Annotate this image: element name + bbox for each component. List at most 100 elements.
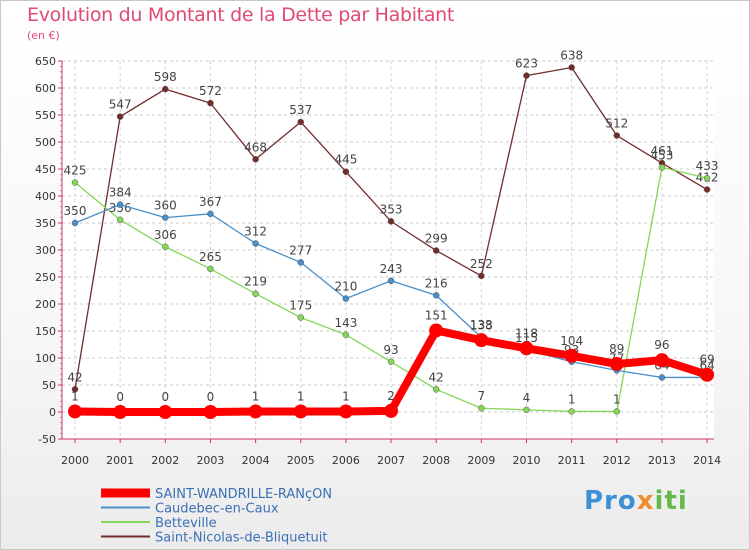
- data-label: 265: [199, 250, 222, 264]
- data-label: 299: [425, 232, 448, 246]
- data-point: [564, 348, 579, 363]
- data-point: [342, 295, 350, 302]
- data-point: [387, 277, 395, 285]
- y-tick-label: 150: [35, 325, 56, 338]
- x-tick-label: 2013: [648, 454, 676, 467]
- data-point: [342, 168, 350, 175]
- y-tick-label: 400: [35, 190, 56, 203]
- y-tick-label: 650: [35, 55, 56, 68]
- data-point: [700, 367, 715, 382]
- data-point: [116, 201, 124, 208]
- x-tick-label: 2014: [693, 454, 721, 467]
- data-label: 512: [605, 117, 628, 131]
- data-point: [432, 386, 440, 393]
- data-label: 360: [154, 199, 177, 213]
- data-point: [71, 219, 79, 227]
- chart-subtitle: (en €): [27, 29, 60, 42]
- chart-title: Evolution du Montant de la Dette par Hab…: [27, 4, 455, 26]
- data-point: [207, 99, 214, 107]
- data-label: 453: [650, 148, 673, 162]
- data-label: 89: [609, 342, 624, 356]
- data-label: 433: [696, 159, 719, 173]
- y-tick-label: 450: [35, 163, 56, 176]
- x-tick-label: 2007: [377, 454, 405, 467]
- data-point: [478, 272, 485, 280]
- data-label: 425: [64, 164, 87, 178]
- x-tick-label: 2006: [332, 454, 360, 467]
- data-label: 219: [244, 275, 267, 289]
- data-label: 306: [154, 228, 177, 242]
- data-label: 2: [387, 389, 395, 403]
- data-label: 312: [244, 225, 267, 239]
- data-point: [387, 218, 395, 225]
- data-label: 104: [560, 334, 583, 348]
- data-label: 350: [64, 204, 87, 218]
- data-label: 252: [470, 257, 493, 271]
- data-label: 138: [470, 318, 493, 332]
- data-label: 1: [342, 389, 350, 403]
- data-label: 0: [161, 390, 169, 404]
- data-label: 461: [650, 144, 673, 158]
- data-label: 210: [334, 280, 357, 294]
- data-point: [252, 156, 259, 163]
- x-tick-label: 2011: [558, 454, 586, 467]
- data-point: [116, 113, 124, 120]
- data-point: [432, 292, 440, 299]
- y-tick-label: 250: [35, 271, 56, 284]
- data-label: 42: [67, 370, 82, 384]
- x-tick-label: 2009: [467, 454, 495, 467]
- y-tick-label: 500: [35, 136, 56, 149]
- data-point: [613, 408, 621, 415]
- data-label: 367: [199, 195, 222, 209]
- data-point: [342, 331, 350, 339]
- data-label: 547: [109, 98, 132, 112]
- data-point: [71, 386, 79, 393]
- x-tick-label: 2012: [603, 454, 631, 467]
- data-label: 143: [334, 316, 357, 330]
- data-point: [432, 247, 440, 254]
- data-point: [116, 216, 124, 224]
- x-tick-label: 2000: [61, 454, 89, 467]
- data-point: [207, 210, 214, 218]
- data-point: [68, 404, 82, 419]
- y-tick-label: 200: [35, 298, 56, 311]
- data-label: 537: [289, 103, 312, 117]
- data-point: [297, 118, 304, 126]
- data-point: [654, 353, 669, 368]
- data-label: 4: [523, 391, 531, 405]
- data-label: 216: [425, 276, 448, 290]
- data-point: [387, 358, 395, 366]
- x-tick-label: 2001: [106, 454, 134, 467]
- data-label: 96: [654, 338, 669, 352]
- data-point: [658, 374, 666, 381]
- data-label: 7: [478, 389, 486, 403]
- data-label: 1: [568, 392, 576, 406]
- data-label: 638: [560, 48, 583, 62]
- data-label: 1: [613, 392, 621, 406]
- data-point: [162, 243, 169, 251]
- data-point: [297, 314, 304, 321]
- data-point: [478, 404, 485, 412]
- y-tick-label: 600: [35, 82, 56, 95]
- y-tick-label: 100: [35, 352, 56, 365]
- legend-label: Caudebec-en-Caux: [155, 502, 279, 517]
- data-label: 445: [334, 153, 357, 167]
- y-tick-label: 0: [49, 406, 56, 419]
- data-label: 243: [380, 262, 403, 276]
- data-label: 277: [289, 243, 312, 257]
- data-point: [523, 72, 530, 79]
- data-label: 133: [470, 318, 493, 332]
- data-label: 115: [515, 331, 538, 345]
- legend-label: Saint-Nicolas-de-Bliquetuit: [155, 531, 328, 546]
- x-tick-label: 2005: [287, 454, 315, 467]
- data-label: 151: [425, 308, 448, 322]
- data-point: [568, 408, 575, 415]
- data-point: [113, 405, 128, 419]
- data-point: [207, 265, 214, 273]
- data-point: [248, 404, 263, 419]
- data-point: [523, 406, 530, 414]
- data-point: [703, 186, 711, 193]
- legend-label: Betteville: [155, 516, 217, 531]
- data-point: [338, 404, 353, 419]
- data-label: 1: [71, 389, 79, 403]
